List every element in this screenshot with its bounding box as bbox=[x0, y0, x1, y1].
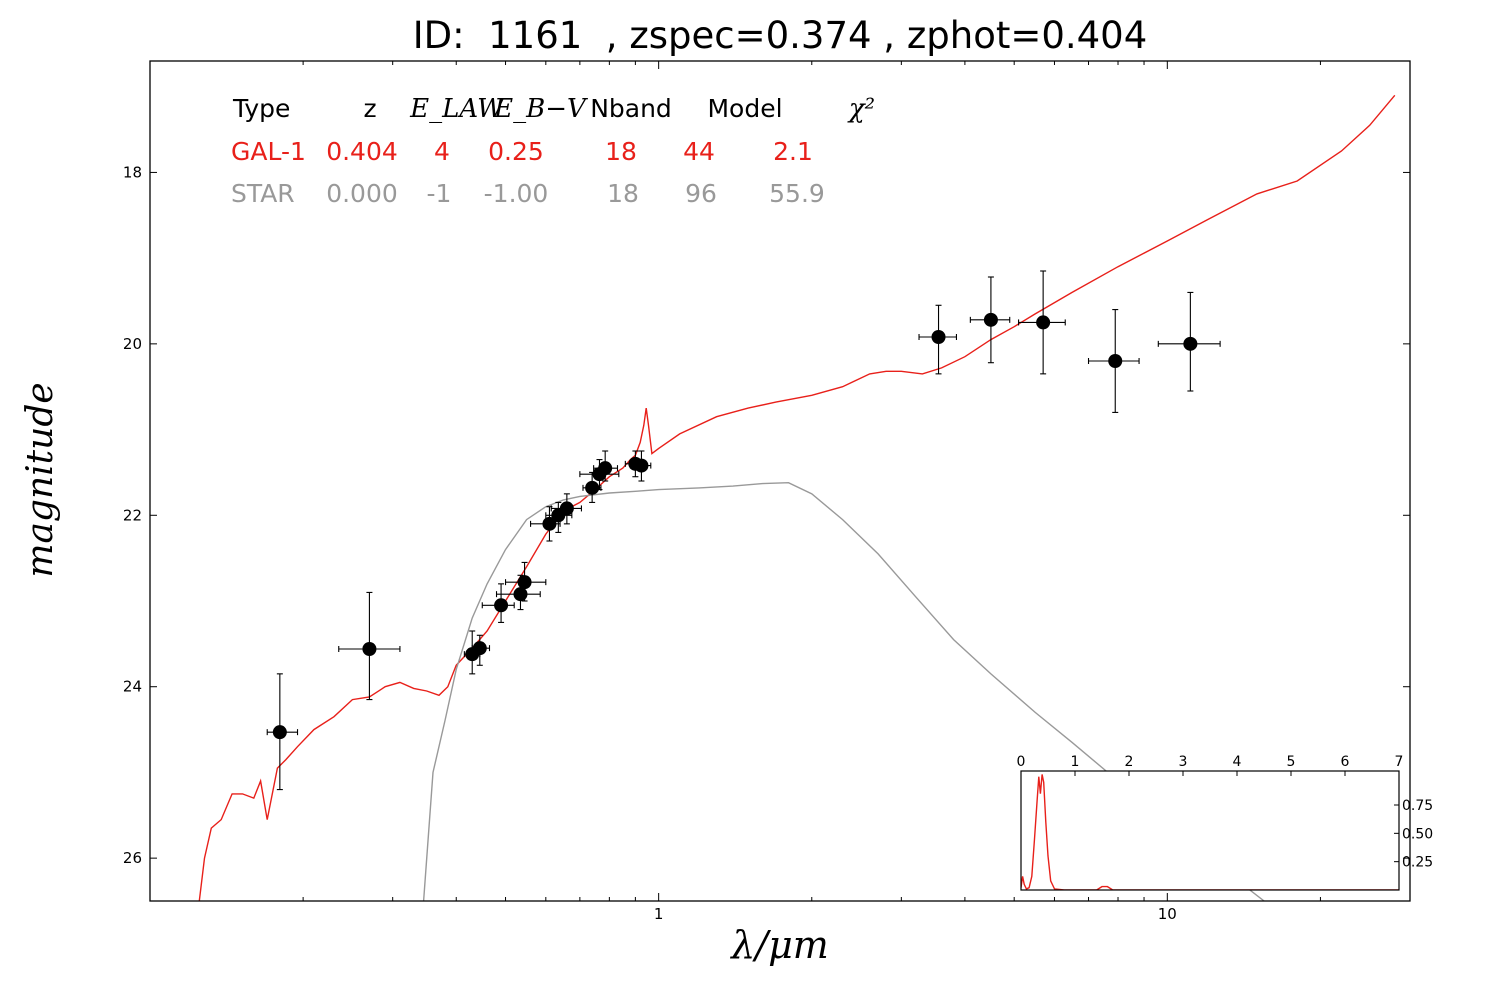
inset-x-tick-label: 0 bbox=[1017, 754, 1026, 770]
y-tick-label: 18 bbox=[123, 163, 142, 181]
data-point-marker bbox=[931, 330, 946, 344]
data-point bbox=[1157, 291, 1221, 392]
data-point bbox=[338, 591, 401, 701]
legend-header-z: z bbox=[363, 94, 376, 123]
data-point bbox=[629, 450, 652, 482]
inset-x-tick-label: 3 bbox=[1179, 754, 1188, 770]
series-line-gal-1 bbox=[198, 94, 1396, 901]
legend-header-chi2: χ² bbox=[847, 94, 875, 124]
data-point-marker bbox=[983, 312, 998, 327]
y-tick-label: 24 bbox=[123, 678, 142, 696]
data-point bbox=[593, 450, 619, 482]
data-point bbox=[1087, 309, 1140, 413]
data-point bbox=[504, 561, 547, 602]
points-layer bbox=[266, 270, 1221, 791]
x-tick-label: 1 bbox=[654, 905, 664, 923]
legend-cell: 0.000 bbox=[326, 179, 398, 208]
data-point-marker bbox=[362, 642, 377, 656]
data-point-marker bbox=[494, 598, 509, 613]
legend-cell: 0.25 bbox=[488, 137, 544, 166]
data-point bbox=[266, 673, 299, 791]
data-point-marker bbox=[542, 516, 557, 531]
data-point-marker bbox=[272, 725, 287, 740]
inset-y-tick-label: 0.75 bbox=[1402, 798, 1433, 814]
legend-cell: 4 bbox=[434, 137, 450, 166]
legend-cell: 2.1 bbox=[773, 137, 813, 166]
legend-cell: 0.404 bbox=[326, 137, 398, 166]
legend-cell: 18 bbox=[607, 179, 639, 208]
inset-frame bbox=[1020, 770, 1400, 891]
data-point bbox=[481, 583, 515, 623]
data-point-marker bbox=[634, 458, 649, 473]
inset-x-tick-label: 6 bbox=[1341, 754, 1350, 770]
data-point-marker bbox=[513, 587, 528, 602]
legend-header-model: Model bbox=[707, 94, 782, 123]
redshift-pdf-inset: 0 1 2 3 4 5 6 7 0.25 0.50 0.75 bbox=[1017, 754, 1434, 891]
y-axis-label: magnitude bbox=[20, 382, 61, 577]
legend-cell: STAR bbox=[231, 179, 295, 208]
inset-x-tick-label: 2 bbox=[1125, 754, 1134, 770]
data-point-marker bbox=[585, 480, 600, 495]
data-point bbox=[550, 493, 582, 525]
data-point-marker bbox=[517, 575, 532, 590]
inset-ticks: 0 1 2 3 4 5 6 7 0.25 0.50 0.75 bbox=[1017, 754, 1434, 871]
legend-table: Type z E_LAW E_B−V Nband Model χ² GAL-1 … bbox=[231, 94, 875, 208]
legend-cell: 96 bbox=[685, 179, 717, 208]
data-point-marker bbox=[1183, 336, 1198, 351]
data-point bbox=[969, 276, 1011, 364]
data-point-marker bbox=[1036, 315, 1051, 330]
x-axis-label: λ/μm bbox=[729, 923, 829, 967]
inset-x-tick-label: 4 bbox=[1233, 754, 1242, 770]
inset-background bbox=[1021, 771, 1399, 890]
data-point bbox=[582, 471, 602, 503]
y-tick-label: 20 bbox=[123, 335, 142, 353]
inset-x-tick-label: 5 bbox=[1287, 754, 1296, 770]
legend-header-elaw: E_LAW bbox=[409, 94, 506, 124]
legend-cell: GAL-1 bbox=[231, 137, 306, 166]
legend-header-nband: Nband bbox=[590, 94, 672, 123]
legend-header-type: Type bbox=[232, 94, 290, 123]
redshift-pdf-curve bbox=[1021, 774, 1399, 890]
inset-x-tick-label: 7 bbox=[1395, 754, 1404, 770]
data-point bbox=[471, 634, 491, 666]
legend-cell: 44 bbox=[683, 137, 715, 166]
data-point-marker bbox=[598, 461, 613, 476]
legend-cell: 55.9 bbox=[769, 179, 825, 208]
data-point-marker bbox=[472, 641, 487, 656]
inset-x-tick-label: 1 bbox=[1071, 754, 1080, 770]
data-point bbox=[1018, 270, 1066, 375]
inset-y-tick-label: 0.25 bbox=[1402, 855, 1433, 871]
legend-row-star: STAR 0.000 -1 -1.00 18 96 55.9 bbox=[231, 179, 825, 208]
series-line-star bbox=[422, 481, 1265, 901]
legend-cell: -1 bbox=[427, 179, 452, 208]
data-point bbox=[530, 506, 561, 542]
data-point bbox=[918, 304, 958, 375]
legend-header-ebv: E_B−V bbox=[493, 94, 588, 124]
inset-curve-layer bbox=[1021, 774, 1399, 890]
y-tick-label: 22 bbox=[123, 506, 142, 524]
inset-y-tick-label: 0.50 bbox=[1402, 826, 1433, 842]
plot-frame bbox=[149, 60, 1411, 902]
data-point-marker bbox=[1108, 354, 1123, 368]
series-layer bbox=[198, 94, 1396, 901]
legend-cell: -1.00 bbox=[484, 179, 549, 208]
x-tick-label: 10 bbox=[1158, 905, 1177, 923]
data-point bbox=[579, 459, 620, 491]
legend-row-gal: GAL-1 0.404 4 0.25 18 44 2.1 bbox=[231, 137, 813, 166]
data-point-marker bbox=[559, 501, 574, 516]
page-title: ID: 1161 , zspec=0.374 , zphot=0.404 bbox=[412, 14, 1148, 57]
y-tick-label: 26 bbox=[123, 849, 142, 867]
legend-cell: 18 bbox=[605, 137, 637, 166]
